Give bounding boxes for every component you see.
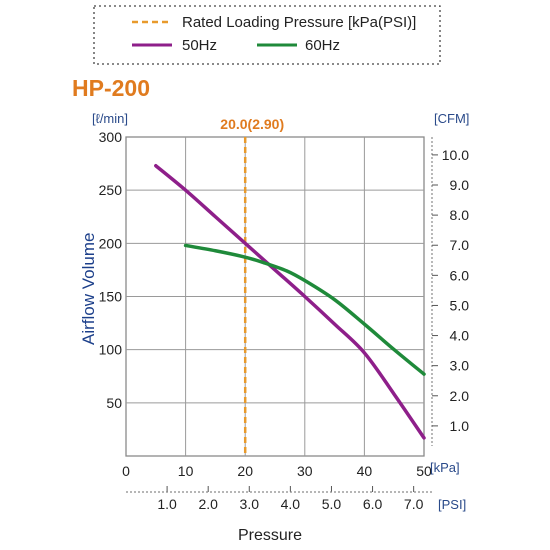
psi-tick-label: 5.0 bbox=[322, 496, 342, 512]
cfm-tick-label: 4.0 bbox=[450, 328, 470, 344]
y-tick-label: 250 bbox=[99, 182, 123, 198]
legend: Rated Loading Pressure [kPa(PSI)] 50Hz 6… bbox=[93, 5, 441, 65]
legend-50hz-label: 50Hz bbox=[182, 37, 217, 54]
series-line-60hz bbox=[183, 243, 426, 376]
psi-tick-label: 7.0 bbox=[404, 496, 424, 512]
x-tick-label: 40 bbox=[357, 463, 373, 479]
legend-frame bbox=[93, 5, 441, 65]
chart-title: HP-200 bbox=[72, 75, 150, 101]
cfm-tick-label: 7.0 bbox=[450, 237, 470, 253]
legend-rated-label: Rated Loading Pressure [kPa(PSI)] bbox=[182, 14, 416, 31]
x-axis-title: Pressure bbox=[238, 527, 302, 544]
cfm-tick-label: 9.0 bbox=[450, 177, 470, 193]
cfm-ticks: 1.0 2.0 3.0 4.0 5.0 6.0 7.0 8.0 9.0 10.0 bbox=[431, 137, 470, 446]
series-line-50hz bbox=[154, 163, 426, 440]
y-tick-label: 300 bbox=[99, 129, 123, 145]
cfm-tick-label: 1.0 bbox=[450, 418, 470, 434]
psi-tick-label: 4.0 bbox=[281, 496, 301, 512]
y-ticks: 50 100 150 200 250 300 bbox=[99, 129, 123, 411]
right-unit-label: [CFM] bbox=[434, 111, 469, 126]
psi-unit-label: [PSI] bbox=[438, 497, 466, 512]
cfm-tick-label: 8.0 bbox=[450, 207, 470, 223]
y-tick-label: 200 bbox=[99, 235, 123, 251]
y-tick-label: 100 bbox=[99, 342, 123, 358]
y-tick-label: 150 bbox=[99, 289, 123, 305]
series-lines bbox=[154, 163, 426, 440]
psi-tick-label: 1.0 bbox=[157, 496, 177, 512]
kpa-unit-label: [kPa] bbox=[430, 460, 460, 475]
cfm-tick-label: 5.0 bbox=[450, 297, 470, 313]
cfm-tick-label: 6.0 bbox=[450, 267, 470, 283]
x-tick-label: 20 bbox=[237, 463, 253, 479]
cfm-tick-label: 10.0 bbox=[442, 147, 469, 163]
cfm-tick-label: 2.0 bbox=[450, 388, 470, 404]
x-tick-label: 0 bbox=[122, 463, 130, 479]
psi-tick-label: 2.0 bbox=[198, 496, 218, 512]
x-tick-label: 50 bbox=[416, 463, 432, 479]
x-tick-label: 30 bbox=[297, 463, 313, 479]
grid bbox=[126, 137, 424, 456]
legend-60hz-label: 60Hz bbox=[305, 37, 340, 54]
x-ticks: 0 10 20 30 40 50 bbox=[122, 463, 432, 479]
y-tick-label: 50 bbox=[106, 395, 122, 411]
rated-pressure-label: 20.0(2.90) bbox=[220, 116, 284, 132]
left-unit-label: [ℓ/min] bbox=[92, 111, 128, 126]
cfm-tick-label: 3.0 bbox=[450, 358, 470, 374]
psi-tick-label: 3.0 bbox=[240, 496, 260, 512]
y-axis-title: Airflow Volume bbox=[79, 233, 98, 345]
x-tick-label: 10 bbox=[178, 463, 194, 479]
psi-ticks: 1.0 2.0 3.0 4.0 5.0 6.0 7.0 bbox=[157, 486, 424, 512]
psi-tick-label: 6.0 bbox=[363, 496, 383, 512]
